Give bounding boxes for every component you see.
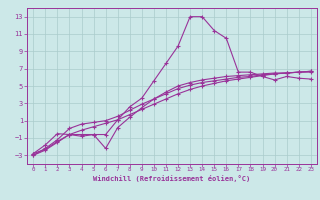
X-axis label: Windchill (Refroidissement éolien,°C): Windchill (Refroidissement éolien,°C) [93,175,251,182]
